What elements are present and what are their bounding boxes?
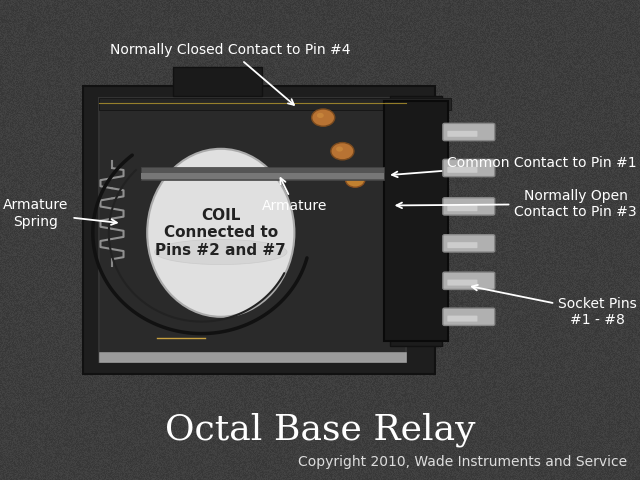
FancyBboxPatch shape: [443, 308, 495, 325]
Text: Common Contact to Pin #1: Common Contact to Pin #1: [392, 156, 637, 177]
FancyBboxPatch shape: [443, 272, 495, 289]
Circle shape: [317, 113, 324, 118]
Circle shape: [350, 176, 356, 180]
FancyBboxPatch shape: [173, 67, 262, 96]
FancyBboxPatch shape: [443, 123, 495, 141]
FancyBboxPatch shape: [447, 167, 477, 173]
FancyBboxPatch shape: [384, 101, 448, 341]
FancyBboxPatch shape: [443, 198, 495, 215]
Circle shape: [312, 109, 335, 126]
FancyBboxPatch shape: [447, 205, 477, 211]
FancyBboxPatch shape: [99, 98, 406, 362]
FancyBboxPatch shape: [403, 115, 442, 336]
FancyBboxPatch shape: [141, 173, 384, 179]
FancyBboxPatch shape: [99, 352, 406, 362]
FancyBboxPatch shape: [447, 242, 477, 248]
FancyBboxPatch shape: [83, 86, 435, 374]
Circle shape: [336, 146, 343, 152]
Circle shape: [331, 143, 354, 160]
Ellipse shape: [147, 149, 294, 317]
Text: Normally Closed Contact to Pin #4: Normally Closed Contact to Pin #4: [110, 43, 351, 105]
FancyBboxPatch shape: [141, 167, 384, 180]
Text: Normally Open
Contact to Pin #3: Normally Open Contact to Pin #3: [396, 189, 637, 219]
FancyBboxPatch shape: [99, 98, 451, 110]
FancyBboxPatch shape: [390, 96, 442, 346]
FancyBboxPatch shape: [443, 159, 495, 177]
Text: Copyright 2010, Wade Instruments and Service: Copyright 2010, Wade Instruments and Ser…: [298, 456, 627, 469]
FancyBboxPatch shape: [443, 235, 495, 252]
FancyBboxPatch shape: [447, 131, 477, 137]
Text: Armature
Spring: Armature Spring: [3, 199, 117, 228]
FancyBboxPatch shape: [447, 316, 477, 322]
Text: Octal Base Relay: Octal Base Relay: [164, 412, 476, 447]
Text: Socket Pins
#1 - #8: Socket Pins #1 - #8: [472, 285, 637, 327]
Ellipse shape: [154, 240, 287, 264]
Text: Armature: Armature: [262, 178, 327, 214]
FancyBboxPatch shape: [447, 279, 477, 286]
Text: COIL
Connected to
Pins #2 and #7: COIL Connected to Pins #2 and #7: [156, 208, 286, 258]
Circle shape: [346, 173, 365, 187]
